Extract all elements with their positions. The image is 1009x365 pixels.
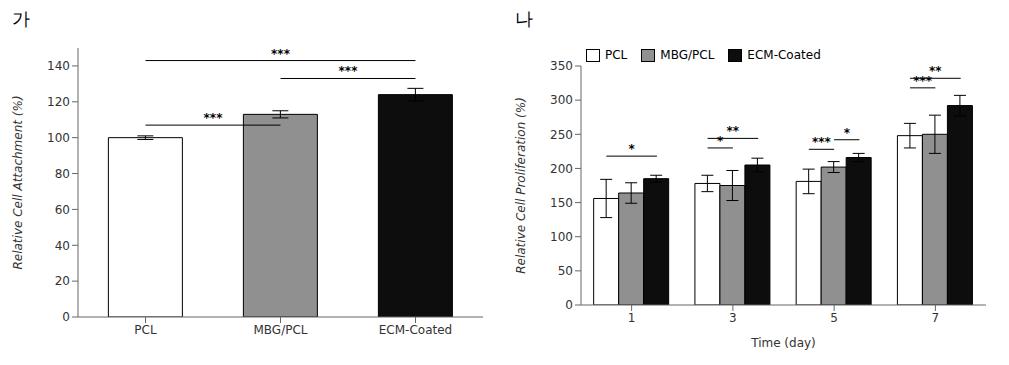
svg-text:MBG/PCL: MBG/PCL bbox=[253, 323, 307, 337]
svg-text:250: 250 bbox=[550, 128, 573, 142]
svg-text:140: 140 bbox=[47, 59, 70, 73]
svg-text:100: 100 bbox=[550, 230, 573, 244]
svg-text:Time (day): Time (day) bbox=[750, 336, 816, 350]
html-text:ECM-Coated: ECM-Coated bbox=[747, 48, 821, 62]
svg-text:***: *** bbox=[339, 64, 359, 78]
svg-text:0: 0 bbox=[565, 298, 573, 312]
svg-text:***: *** bbox=[271, 47, 291, 61]
svg-text:200: 200 bbox=[550, 162, 573, 176]
svg-text:80: 80 bbox=[55, 167, 70, 181]
svg-text:0: 0 bbox=[62, 310, 70, 324]
svg-text:*: * bbox=[628, 142, 635, 156]
svg-text:350: 350 bbox=[550, 59, 573, 73]
svg-text:60: 60 bbox=[55, 203, 70, 217]
svg-text:***: *** bbox=[812, 135, 832, 149]
svg-text:100: 100 bbox=[47, 131, 70, 145]
svg-text:50: 50 bbox=[558, 264, 573, 278]
svg-text:300: 300 bbox=[550, 93, 573, 107]
svg-text:PCL: PCL bbox=[134, 323, 157, 337]
svg-text:ECM-Coated: ECM-Coated bbox=[379, 323, 452, 337]
svg-text:**: ** bbox=[929, 64, 942, 78]
svg-text:1: 1 bbox=[628, 311, 636, 325]
svg-text:150: 150 bbox=[550, 196, 573, 210]
svg-text:20: 20 bbox=[55, 274, 70, 288]
svg-text:Relative Cell Attachment (%): Relative Cell Attachment (%) bbox=[11, 95, 25, 269]
svg-text:40: 40 bbox=[55, 239, 70, 253]
svg-text:Relative Cell Proliferation (%: Relative Cell Proliferation (%) bbox=[514, 97, 528, 274]
svg-text:7: 7 bbox=[932, 311, 940, 325]
svg-text:3: 3 bbox=[729, 311, 737, 325]
html-text:가: 가 bbox=[12, 8, 30, 29]
svg-text:**: ** bbox=[727, 124, 740, 138]
svg-text:*: * bbox=[717, 134, 724, 148]
html-text:MBG/PCL: MBG/PCL bbox=[660, 48, 715, 62]
svg-text:*: * bbox=[844, 126, 851, 140]
svg-text:5: 5 bbox=[830, 311, 838, 325]
svg-text:***: *** bbox=[204, 111, 224, 125]
html-text:나: 나 bbox=[515, 8, 533, 29]
html-text:PCL: PCL bbox=[605, 48, 628, 62]
svg-text:120: 120 bbox=[47, 95, 70, 109]
